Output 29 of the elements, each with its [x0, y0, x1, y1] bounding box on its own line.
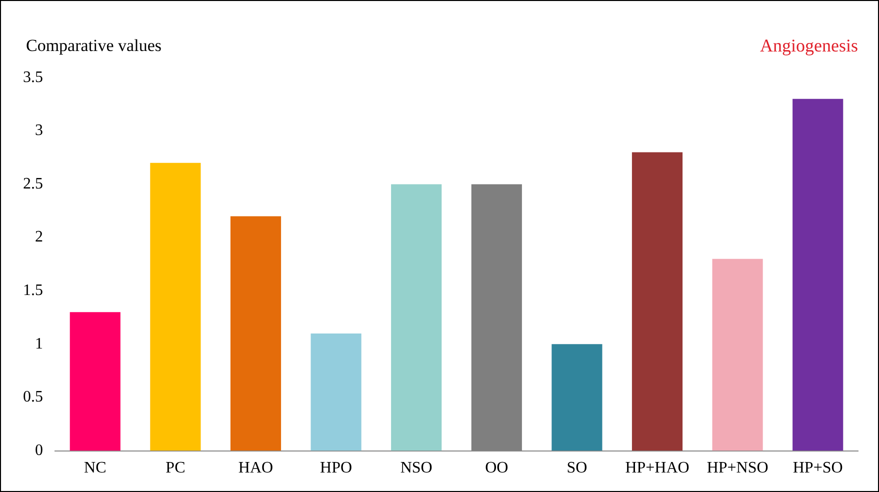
y-tick-label: 1.5 — [23, 282, 43, 300]
bar — [150, 162, 201, 451]
x-tick-label: HP+HAO — [625, 460, 690, 477]
bar — [391, 184, 442, 451]
x-tick-label: HP+SO — [792, 460, 843, 477]
x-tick-label: OO — [485, 460, 508, 477]
bar — [310, 334, 362, 451]
y-tick-label: 3 — [35, 122, 43, 140]
y-axis-title: Comparative values — [26, 36, 162, 55]
y-tick-label: 1 — [35, 335, 43, 352]
x-tick-label: NC — [84, 460, 106, 477]
chart-title: Angiogenesis — [760, 36, 858, 56]
y-tick-label: 2.5 — [23, 175, 43, 192]
x-tick-label: HAO — [238, 460, 274, 477]
x-tick-label: PC — [166, 460, 186, 477]
y-tick-label: 0.5 — [23, 388, 43, 406]
x-tick-label: HPO — [320, 460, 352, 477]
y-tick-label: 0 — [35, 442, 43, 460]
y-tick-label: 3.5 — [23, 68, 43, 86]
x-tick-label: SO — [566, 460, 588, 477]
x-tick-label: NSO — [400, 460, 432, 477]
bar — [712, 258, 763, 451]
bar — [70, 312, 120, 451]
bar — [230, 216, 282, 451]
bar — [552, 344, 602, 451]
bar — [792, 98, 844, 451]
x-tick-label: HP+NSO — [706, 460, 768, 477]
bar — [632, 152, 683, 451]
y-tick-label: 2 — [35, 228, 43, 246]
